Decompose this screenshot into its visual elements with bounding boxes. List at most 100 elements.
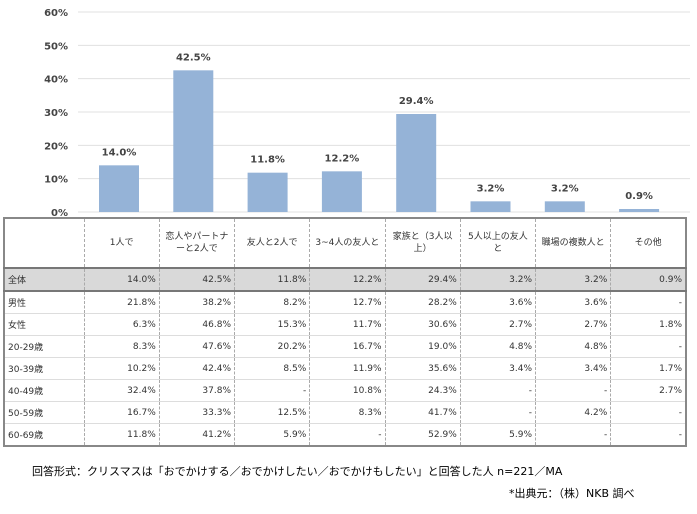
- table-cell: -: [460, 379, 537, 402]
- table-row: 男性 21.8% 38.2% 8.2% 12.7% 28.2% 3.6% 3.6% -: [4, 290, 687, 314]
- table-cell: -: [309, 423, 386, 447]
- table-cell: -: [460, 401, 537, 424]
- bar: [173, 70, 214, 212]
- table-cell: -: [535, 379, 612, 402]
- table-cell: -: [610, 290, 687, 314]
- bar: [470, 201, 511, 212]
- data-label: 29.4%: [399, 96, 434, 107]
- table-cell: 20.2%: [234, 335, 311, 358]
- y-tick-label: 20%: [44, 141, 68, 152]
- data-label: 3.2%: [551, 183, 579, 194]
- bar: [321, 171, 362, 212]
- table-row: 30-39歳 10.2% 42.4% 8.5% 11.9% 35.6% 3.4% 3.4% 1.…: [4, 357, 687, 380]
- table-cell: 6.3%: [84, 313, 160, 336]
- column-header: 職場の複数人と: [535, 218, 612, 269]
- table-cell: 3.4%: [460, 357, 537, 380]
- table-cell: 8.3%: [309, 401, 386, 424]
- table-cell: 2.7%: [535, 313, 612, 336]
- table-cell: 11.8%: [84, 423, 160, 447]
- bar: [619, 209, 660, 212]
- table-cell: 4.8%: [460, 335, 537, 358]
- table-cell: 2.7%: [460, 313, 537, 336]
- row-label: 全体: [4, 267, 85, 292]
- table-cell: 29.4%: [385, 267, 461, 292]
- table-cell: 10.8%: [309, 379, 386, 402]
- data-label: 42.5%: [176, 52, 211, 63]
- table-cell: 37.8%: [159, 379, 236, 402]
- table-row: 50-59歳 16.7% 33.3% 12.5% 8.3% 41.7% -4.2% -: [4, 401, 687, 424]
- table-cell: 12.2%: [309, 267, 386, 292]
- table-cell: 0.9%: [610, 267, 687, 292]
- y-tick-label: 0%: [51, 208, 68, 217]
- table-cell: 3.4%: [535, 357, 612, 380]
- data-label: 3.2%: [477, 183, 505, 194]
- table-cell: 10.2%: [84, 357, 160, 380]
- table-cell: 2.7%: [610, 379, 687, 402]
- table-cell: -: [610, 401, 687, 424]
- column-header: 恋人やパートナーと2人で: [159, 218, 236, 269]
- y-tick-label: 10%: [44, 175, 68, 186]
- table-row: 60-69歳 11.8% 41.2% 5.9% -52.9% 5.9% - -: [4, 423, 687, 447]
- table-cell: 42.4%: [159, 357, 236, 380]
- table-corner: [4, 218, 85, 269]
- table-cell: 8.2%: [234, 290, 311, 314]
- bar: [396, 114, 437, 212]
- table-cell: 47.6%: [159, 335, 236, 358]
- data-label: 14.0%: [102, 147, 137, 158]
- y-tick-label: 30%: [44, 108, 68, 119]
- data-label: 12.2%: [325, 153, 360, 164]
- table-cell: -: [234, 379, 311, 402]
- table-cell: 12.5%: [234, 401, 311, 424]
- table-cell: 3.6%: [460, 290, 537, 314]
- data-label: 0.9%: [625, 191, 653, 202]
- table-cell: 11.9%: [309, 357, 386, 380]
- column-header: 3~4人の友人と: [309, 218, 386, 269]
- table-cell: 33.3%: [159, 401, 236, 424]
- bar: [247, 172, 288, 212]
- table-cell: 41.7%: [385, 401, 461, 424]
- footer-note: 回答形式：クリスマスは「おでかけする／おでかけしたい／おでかけもしたい」と回答し…: [32, 465, 563, 478]
- table-cell: 30.6%: [385, 313, 461, 336]
- table-cell: 4.2%: [535, 401, 612, 424]
- table-row: 女性 6.3% 46.8% 15.3% 11.7% 30.6% 2.7% 2.7% 1.8%: [4, 313, 687, 336]
- table-cell: 21.8%: [84, 290, 160, 314]
- column-header: 1人で: [84, 218, 160, 269]
- table-cell: -: [535, 423, 612, 447]
- table-cell: 1.7%: [610, 357, 687, 380]
- table-cell: 16.7%: [84, 401, 160, 424]
- footer-source: *出典元：（株）NKB 調べ: [509, 487, 635, 500]
- column-header: 友人と2人で: [234, 218, 311, 269]
- table-cell: -: [610, 423, 687, 447]
- table-cell: 38.2%: [159, 290, 236, 314]
- y-tick-label: 50%: [44, 41, 68, 52]
- table-cell: 5.9%: [234, 423, 311, 447]
- table-cell: 1.8%: [610, 313, 687, 336]
- table-cell: 3.2%: [535, 267, 612, 292]
- row-label: 男性: [4, 290, 85, 314]
- row-label: 30-39歳: [4, 357, 85, 380]
- table-cell: 32.4%: [84, 379, 160, 402]
- table-cell: 8.3%: [84, 335, 160, 358]
- table-row: 40-49歳 32.4% 37.8% -10.8% 24.3% - -2.7%: [4, 379, 687, 402]
- row-label: 女性: [4, 313, 85, 336]
- y-tick-label: 60%: [44, 8, 68, 19]
- table-cell: 3.6%: [535, 290, 612, 314]
- table-cell: 24.3%: [385, 379, 461, 402]
- table-cell: -: [610, 335, 687, 358]
- bar: [99, 165, 139, 212]
- data-table: 1人で 恋人やパートナーと2人で 友人と2人で 3~4人の友人と 家族と（3人以上） 5人…: [3, 217, 687, 447]
- table-cell: 3.2%: [460, 267, 537, 292]
- table-cell: 8.5%: [234, 357, 311, 380]
- table-cell: 15.3%: [234, 313, 311, 336]
- table-cell: 52.9%: [385, 423, 461, 447]
- table-cell: 35.6%: [385, 357, 461, 380]
- table-row: 20-29歳 8.3% 47.6% 20.2% 16.7% 19.0% 4.8% 4.8% -: [4, 335, 687, 358]
- table-cell: 41.2%: [159, 423, 236, 447]
- table-cell: 4.8%: [535, 335, 612, 358]
- bar: [544, 201, 585, 212]
- row-label: 40-49歳: [4, 379, 85, 402]
- row-label: 20-29歳: [4, 335, 85, 358]
- table-cell: 12.7%: [309, 290, 386, 314]
- row-label: 60-69歳: [4, 423, 85, 447]
